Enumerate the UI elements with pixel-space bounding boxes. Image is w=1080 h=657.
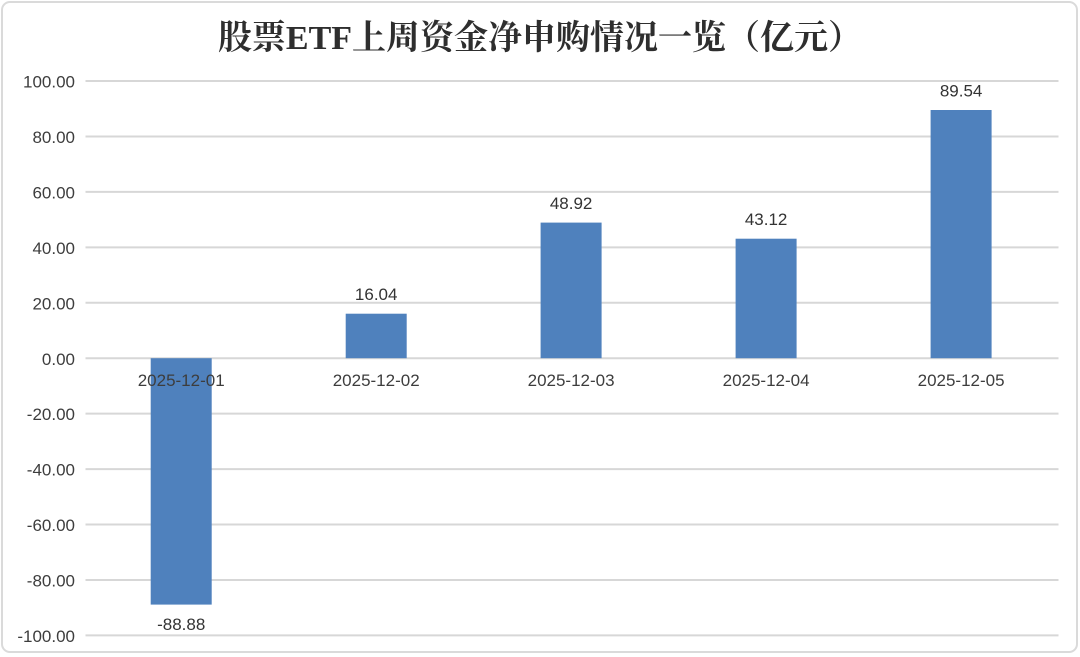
svg-text:2025-12-01: 2025-12-01 bbox=[138, 371, 225, 390]
svg-text:80.00: 80.00 bbox=[32, 128, 75, 147]
svg-text:89.54: 89.54 bbox=[940, 81, 983, 100]
svg-text:-20.00: -20.00 bbox=[27, 405, 75, 424]
svg-text:20.00: 20.00 bbox=[32, 294, 75, 313]
svg-text:-40.00: -40.00 bbox=[27, 461, 75, 480]
svg-text:-60.00: -60.00 bbox=[27, 516, 75, 535]
svg-text:2025-12-05: 2025-12-05 bbox=[918, 371, 1005, 390]
svg-text:2025-12-03: 2025-12-03 bbox=[528, 371, 615, 390]
svg-text:100.00: 100.00 bbox=[23, 73, 75, 92]
svg-text:40.00: 40.00 bbox=[32, 239, 75, 258]
svg-text:0.00: 0.00 bbox=[42, 350, 75, 369]
svg-text:43.12: 43.12 bbox=[745, 210, 788, 229]
svg-text:60.00: 60.00 bbox=[32, 184, 75, 203]
svg-text:-88.88: -88.88 bbox=[157, 615, 205, 634]
svg-text:48.92: 48.92 bbox=[550, 194, 593, 213]
svg-text:-80.00: -80.00 bbox=[27, 572, 75, 591]
svg-text:2025-12-02: 2025-12-02 bbox=[333, 371, 420, 390]
svg-text:-100.00: -100.00 bbox=[17, 627, 75, 646]
svg-text:2025-12-04: 2025-12-04 bbox=[723, 371, 810, 390]
svg-text:16.04: 16.04 bbox=[355, 285, 398, 304]
